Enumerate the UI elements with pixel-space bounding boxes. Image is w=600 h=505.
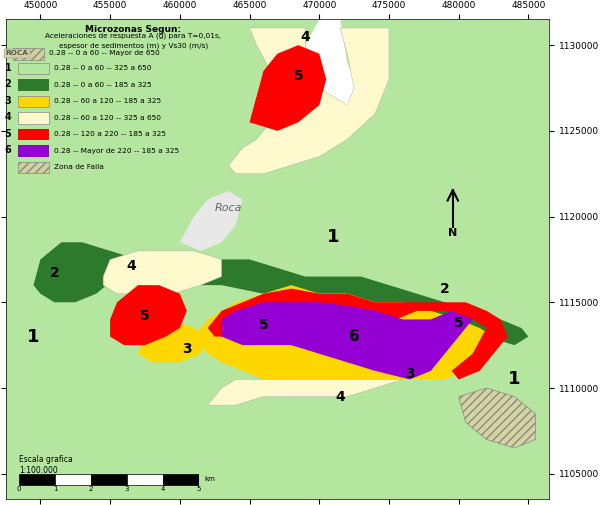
Polygon shape: [250, 45, 326, 131]
Polygon shape: [13, 19, 550, 491]
Polygon shape: [305, 19, 550, 199]
Text: 3: 3: [405, 367, 415, 381]
Text: 2: 2: [440, 282, 449, 295]
Polygon shape: [221, 302, 473, 379]
Polygon shape: [229, 28, 389, 174]
Polygon shape: [103, 251, 221, 294]
Polygon shape: [34, 242, 529, 345]
Text: 1: 1: [27, 328, 40, 345]
Text: Roca: Roca: [215, 203, 242, 213]
Text: 1: 1: [327, 228, 340, 246]
Text: 1: 1: [508, 371, 521, 388]
Text: 5: 5: [140, 309, 150, 323]
Polygon shape: [180, 191, 242, 251]
Text: 5: 5: [259, 318, 268, 332]
Polygon shape: [208, 288, 508, 379]
Text: 3: 3: [182, 341, 191, 356]
Polygon shape: [110, 285, 187, 345]
Polygon shape: [194, 285, 494, 379]
Text: 5: 5: [454, 316, 464, 330]
Text: 6: 6: [349, 329, 359, 344]
Polygon shape: [208, 379, 403, 405]
Text: 2: 2: [49, 266, 59, 280]
Text: 4: 4: [335, 389, 345, 403]
Text: 4: 4: [301, 30, 310, 43]
Text: 5: 5: [293, 69, 303, 83]
Polygon shape: [459, 388, 535, 448]
Polygon shape: [138, 320, 208, 362]
Text: 4: 4: [126, 259, 136, 273]
